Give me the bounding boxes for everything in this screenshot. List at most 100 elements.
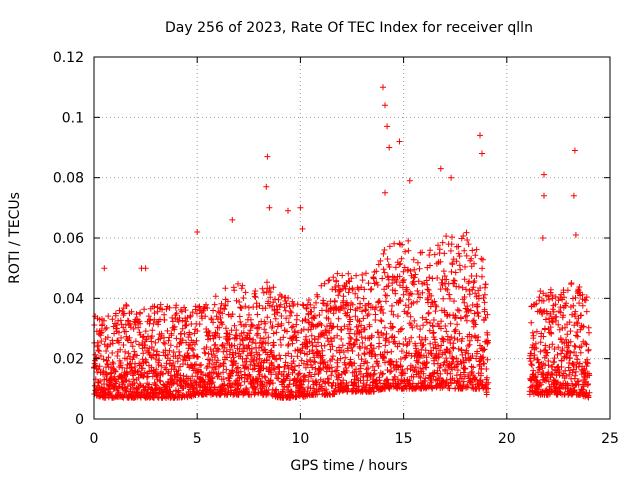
data-point — [420, 341, 427, 348]
data-point — [533, 377, 540, 384]
data-point — [431, 251, 438, 258]
data-point — [369, 363, 376, 370]
data-point — [450, 345, 457, 352]
data-point — [468, 333, 475, 340]
data-point — [586, 372, 593, 379]
data-point — [408, 322, 415, 328]
data-point — [411, 317, 418, 324]
data-point — [353, 336, 360, 343]
data-point — [281, 304, 288, 311]
data-point — [186, 355, 193, 362]
data-point — [474, 310, 481, 317]
data-point — [168, 330, 175, 337]
data-point — [447, 370, 454, 377]
data-point — [112, 310, 119, 317]
data-point — [560, 312, 567, 319]
data-point — [181, 304, 188, 311]
data-point — [409, 280, 416, 286]
data-point — [562, 302, 569, 309]
data-point — [103, 348, 110, 354]
data-point — [580, 323, 587, 330]
data-point — [195, 304, 202, 311]
data-point — [456, 307, 463, 314]
data-point — [277, 301, 284, 308]
data-point — [313, 299, 319, 306]
data-point — [544, 349, 551, 356]
data-point — [367, 286, 374, 293]
data-point — [437, 165, 444, 172]
data-point — [464, 312, 470, 319]
data-point — [227, 346, 234, 353]
data-point — [474, 303, 481, 310]
data-point — [379, 371, 386, 378]
data-point — [333, 367, 340, 374]
data-point — [422, 375, 429, 382]
data-point — [214, 316, 221, 323]
data-point — [98, 329, 105, 336]
data-point — [378, 306, 385, 313]
data-point — [307, 357, 314, 364]
data-point — [537, 348, 544, 355]
data-point — [405, 304, 412, 311]
data-point — [92, 351, 99, 358]
data-point — [397, 326, 404, 333]
data-point — [396, 340, 403, 347]
data-point — [262, 329, 269, 336]
data-point — [564, 348, 571, 355]
data-point — [337, 355, 344, 362]
data-point — [472, 321, 479, 328]
data-point — [463, 252, 470, 259]
data-point — [447, 350, 453, 356]
data-point — [427, 340, 434, 347]
data-point — [569, 311, 575, 318]
data-point — [356, 318, 363, 325]
data-point — [467, 307, 474, 314]
data-point — [136, 341, 142, 348]
data-point — [210, 307, 217, 314]
data-point — [177, 363, 184, 370]
data-point — [148, 344, 155, 350]
data-point — [326, 277, 333, 283]
data-point — [288, 309, 295, 316]
data-point — [313, 343, 320, 350]
data-point — [154, 308, 161, 315]
data-point — [223, 348, 230, 355]
data-point — [552, 293, 559, 300]
data-point — [260, 340, 266, 347]
data-point — [392, 290, 399, 297]
data-point — [442, 323, 449, 329]
data-point — [466, 291, 473, 298]
data-point — [95, 342, 102, 349]
data-point — [406, 338, 413, 345]
data-point — [139, 334, 146, 341]
data-point — [249, 346, 255, 352]
data-point — [243, 385, 250, 392]
data-point — [546, 344, 553, 351]
data-point — [536, 294, 543, 301]
data-point — [264, 314, 271, 321]
data-point — [417, 294, 423, 301]
data-point — [363, 366, 370, 373]
data-point — [214, 345, 221, 352]
data-point — [434, 275, 441, 281]
data-point — [440, 295, 447, 302]
data-point — [458, 360, 465, 367]
data-point — [278, 342, 284, 348]
data-point — [186, 331, 193, 338]
data-point — [420, 352, 427, 359]
data-point — [391, 240, 398, 247]
data-point — [95, 366, 102, 373]
data-point — [539, 235, 546, 241]
data-point — [309, 364, 316, 371]
x-tick-label: 15 — [395, 431, 413, 447]
data-point — [134, 368, 141, 375]
data-point — [142, 344, 148, 351]
data-point — [479, 150, 485, 157]
data-point — [179, 308, 185, 315]
data-point — [297, 204, 304, 211]
data-point — [335, 292, 342, 299]
data-point — [211, 301, 218, 308]
data-point — [465, 343, 472, 349]
data-point — [435, 343, 442, 350]
data-point — [419, 342, 426, 349]
